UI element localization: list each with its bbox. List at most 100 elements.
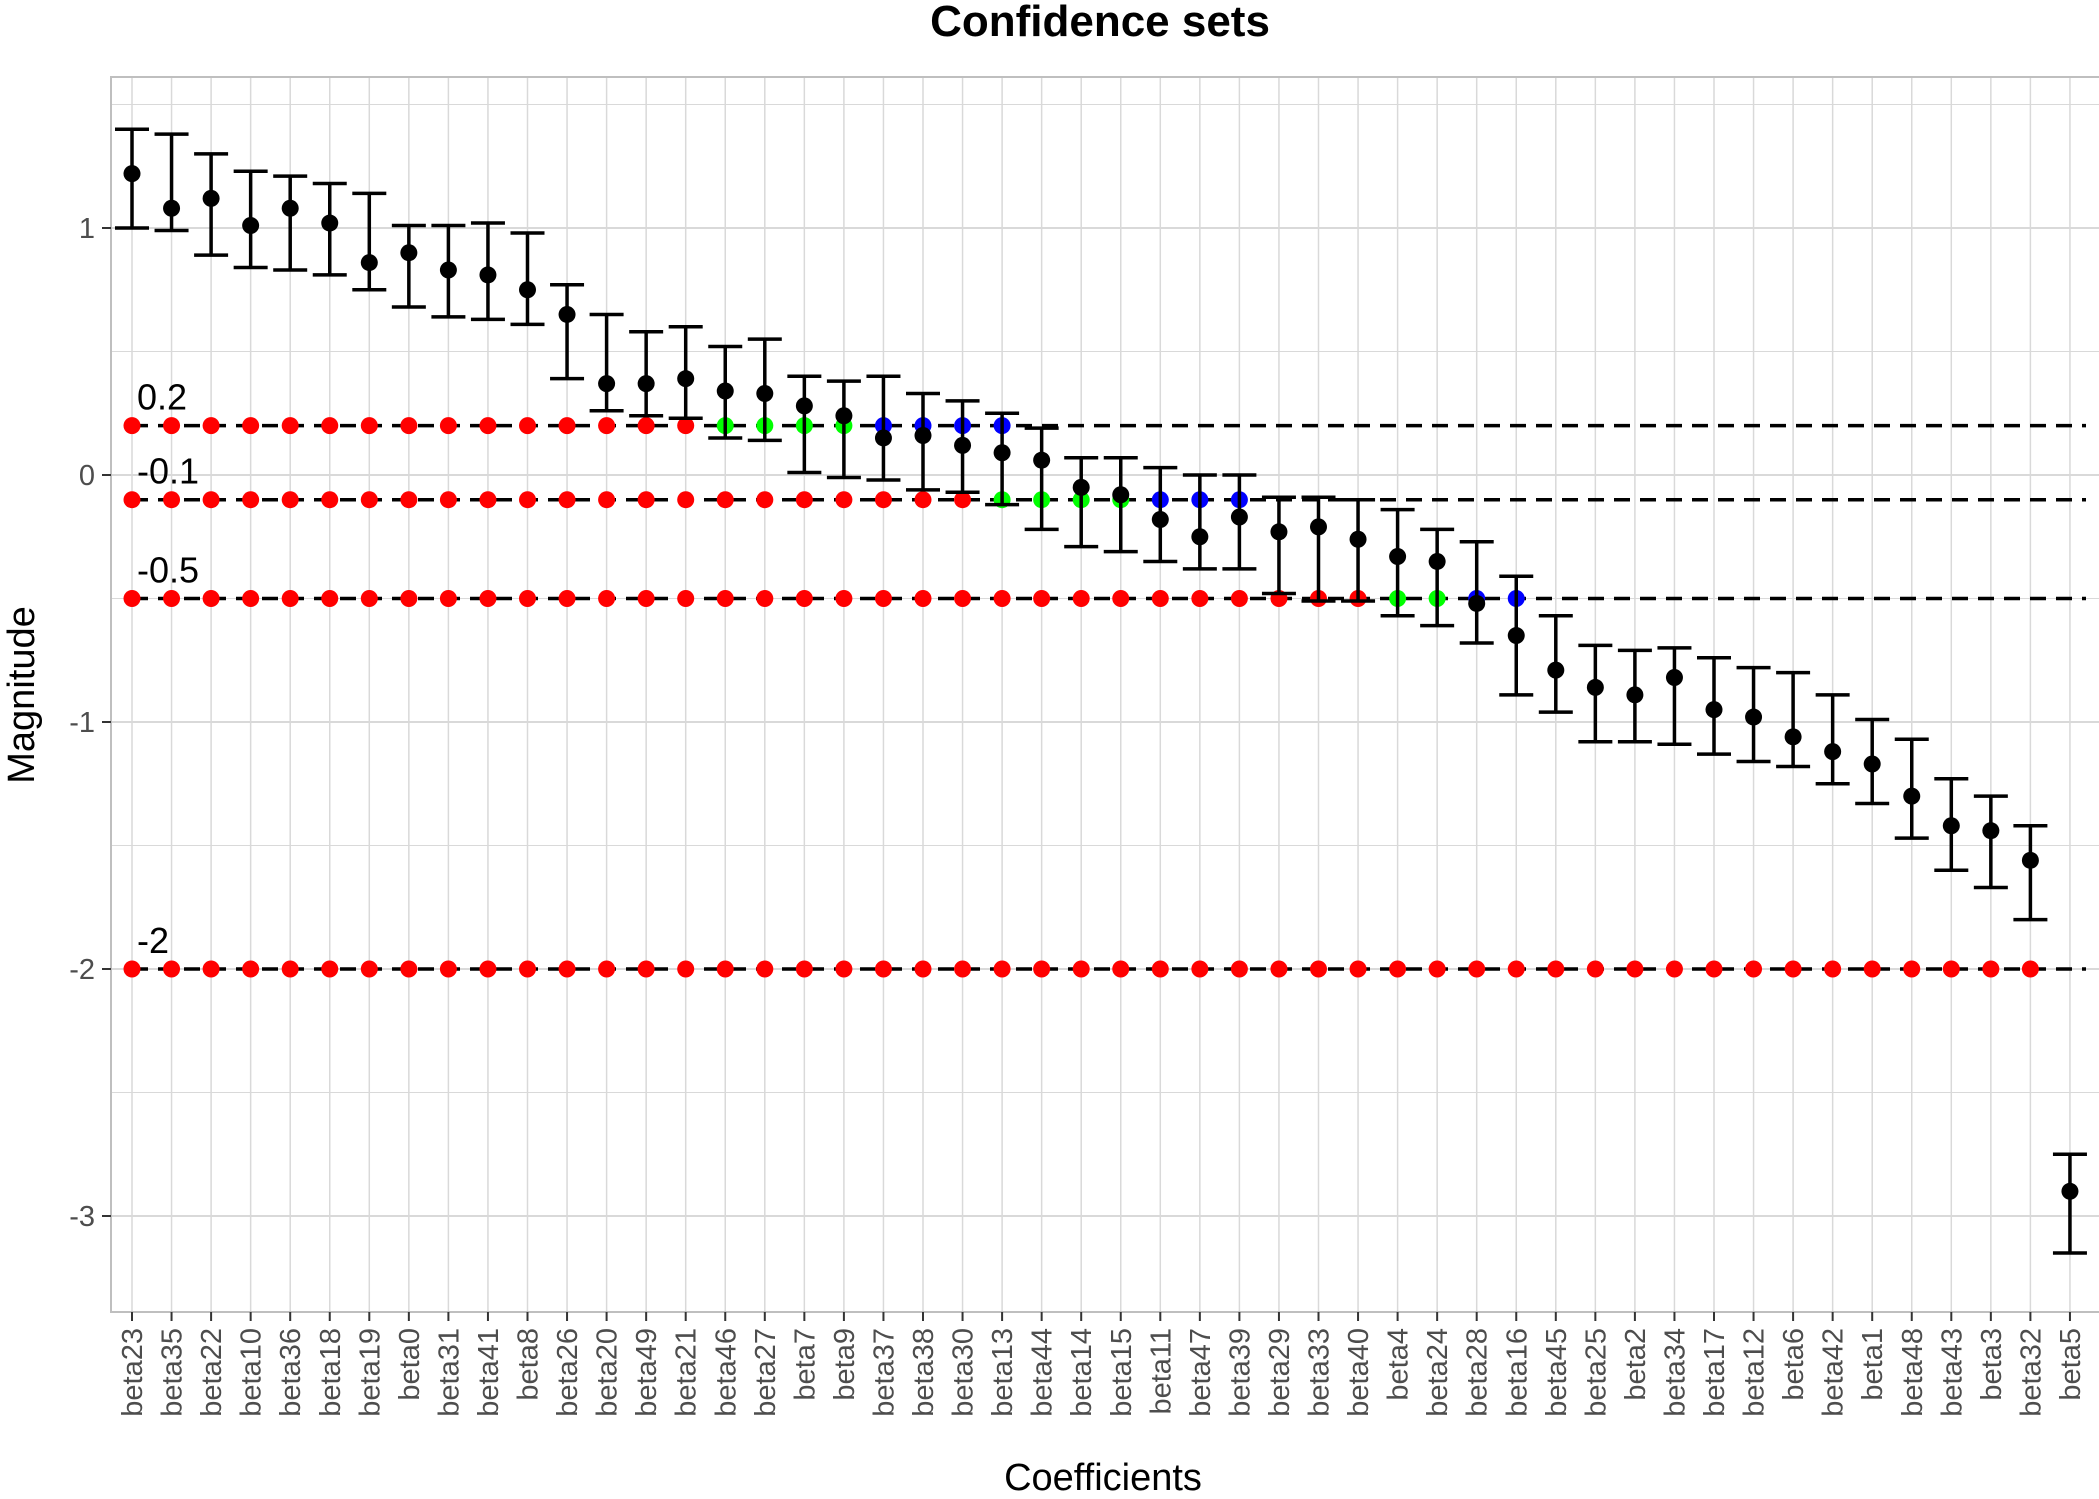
reference-dot (202, 590, 220, 607)
x-tick-label: beta32 (2015, 1328, 2047, 1417)
estimate-point (914, 426, 932, 444)
x-tick-label: beta49 (631, 1328, 663, 1417)
reference-dot (400, 491, 418, 509)
x-tick-label: beta36 (275, 1328, 307, 1417)
reference-dot (795, 960, 813, 978)
reference-dot (598, 960, 616, 978)
plot-border (110, 76, 2099, 1313)
y-tick-label: -2 (69, 954, 95, 986)
x-tick-label: beta14 (1066, 1328, 1098, 1417)
reference-dot (360, 491, 378, 509)
reference-dot (1942, 960, 1960, 978)
reference-dot (637, 590, 655, 607)
reference-dot (202, 960, 220, 978)
reference-dot (281, 417, 299, 435)
x-tick-label: beta7 (789, 1328, 821, 1401)
reference-dot (1191, 960, 1209, 978)
estimate-point (1191, 528, 1209, 546)
x-tick-label: beta30 (948, 1328, 980, 1417)
estimate-point (1903, 787, 1921, 805)
reference-dot (558, 417, 576, 435)
estimate-point (1705, 701, 1723, 719)
x-tick-label: beta4 (1383, 1328, 1415, 1401)
reference-dot (1112, 590, 1130, 607)
reference-dot (519, 960, 536, 978)
estimate-point (1112, 486, 1130, 504)
reference-dot (202, 417, 220, 435)
x-axis: beta23 beta35 beta22 beta10 beta36 beta18 beta… (117, 1312, 2087, 1417)
reference-dot (1626, 960, 1644, 978)
reference-dot (123, 491, 141, 509)
estimate-point (1033, 451, 1051, 469)
reference-label: -0.5 (137, 550, 199, 591)
x-tick-label: beta40 (1343, 1328, 1375, 1417)
y-axis-title: Magnitude (1, 606, 43, 783)
reference-dot (1072, 590, 1090, 607)
reference-dot (2021, 960, 2039, 978)
x-tick-label: beta13 (987, 1328, 1019, 1417)
reference-dot (1547, 960, 1565, 978)
reference-dot (242, 491, 260, 509)
reference-dot (1112, 960, 1130, 978)
x-tick-label: beta45 (1541, 1328, 1573, 1417)
reference-dot (1151, 960, 1169, 978)
reference-dot (1705, 960, 1723, 978)
x-tick-label: beta33 (1304, 1328, 1336, 1417)
reference-dot (519, 491, 536, 509)
error-bars (115, 127, 2087, 1255)
estimate-point (2021, 851, 2039, 869)
estimate-point (1784, 728, 1802, 746)
estimate-point (281, 199, 299, 217)
reference-dot (163, 417, 181, 435)
x-tick-label: beta0 (394, 1328, 426, 1401)
chart-title: Confidence sets (930, 0, 1270, 46)
plot-panel (111, 77, 2099, 1312)
reference-dot (321, 417, 339, 435)
reference-dot (281, 590, 299, 607)
estimate-point (954, 436, 972, 454)
reference-dot (914, 960, 932, 978)
reference-dot (1349, 960, 1367, 978)
x-tick-label: beta6 (1778, 1328, 1810, 1401)
reference-dot (914, 590, 932, 607)
reference-label: -2 (137, 920, 169, 961)
x-tick-label: beta19 (354, 1328, 386, 1417)
reference-dot (874, 491, 892, 509)
estimate-point (716, 382, 734, 400)
x-tick-label: beta28 (1462, 1328, 1494, 1417)
reference-dot (360, 960, 378, 978)
estimate-point (1349, 530, 1367, 548)
reference-dot (954, 590, 972, 607)
estimate-point (1863, 755, 1881, 773)
reference-dot (677, 417, 695, 435)
reference-dot (1507, 960, 1525, 978)
estimate-point (1230, 508, 1248, 526)
reference-dot (677, 590, 695, 607)
reference-dot (598, 417, 616, 435)
x-tick-label: beta29 (1264, 1328, 1296, 1417)
reference-dot (1230, 590, 1248, 607)
estimate-point (1626, 686, 1644, 704)
estimate-point (756, 384, 774, 402)
x-tick-label: beta20 (592, 1328, 624, 1417)
x-tick-label: beta31 (433, 1328, 465, 1417)
reference-dot (598, 590, 616, 607)
x-tick-label: beta11 (1145, 1328, 1177, 1415)
reference-dot (1428, 960, 1446, 978)
reference-dot (1310, 960, 1327, 978)
reference-dot (1586, 960, 1604, 978)
reference-labels: 0.2 -0.1 -0.5 -2 (137, 377, 199, 961)
x-tick-label: beta48 (1897, 1328, 1929, 1417)
y-tick-label: 1 (79, 213, 95, 245)
estimate-point (519, 281, 536, 299)
reference-dot (914, 491, 932, 509)
estimate-point (795, 397, 813, 415)
reference-dot (321, 590, 339, 607)
x-tick-label: beta24 (1422, 1328, 1454, 1417)
reference-dot (519, 417, 536, 435)
reference-dot (479, 417, 497, 435)
x-tick-label: beta38 (908, 1328, 940, 1417)
reference-dot (1389, 960, 1407, 978)
estimate-point (835, 407, 853, 425)
